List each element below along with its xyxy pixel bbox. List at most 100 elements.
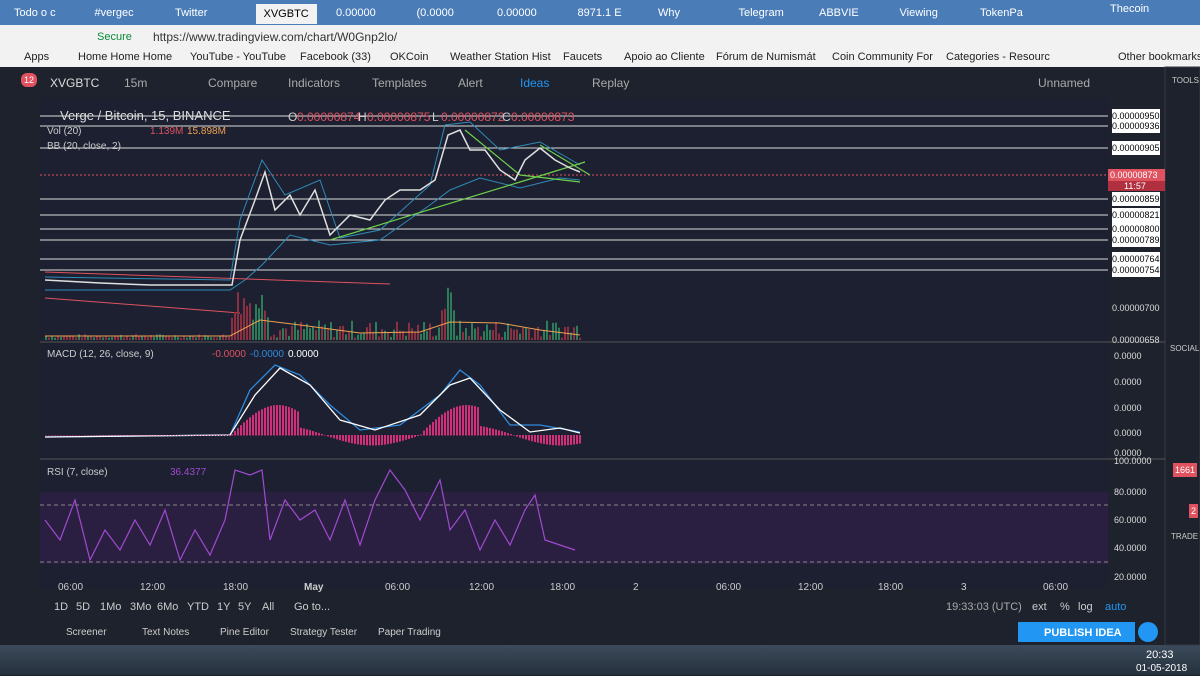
toolbar-button[interactable]: Alert (458, 76, 483, 90)
browser-tab[interactable]: Twitter (175, 7, 208, 19)
toolbar-button[interactable]: Indicators (288, 76, 341, 90)
volume-bar (96, 336, 98, 340)
browser-tab[interactable]: 0.00000 (497, 7, 537, 19)
volume-bar (321, 326, 323, 340)
volume-bar (306, 323, 308, 340)
toolbar-button[interactable]: Ideas (520, 76, 550, 90)
volume-bar (486, 324, 488, 340)
bottom-tab[interactable]: Screener (66, 627, 107, 638)
macd-histogram (294, 409, 296, 436)
toolbar-button[interactable]: Compare (208, 76, 258, 90)
toolbar-button[interactable]: Templates (372, 76, 427, 90)
volume-bar (291, 326, 293, 340)
publish-label[interactable]: PUBLISH IDEA (1044, 627, 1122, 639)
bookmark[interactable]: Apoio ao Cliente (624, 51, 705, 63)
bottom-tab[interactable]: Text Notes (142, 627, 190, 638)
range-button[interactable]: YTD (187, 601, 209, 613)
scale-option[interactable]: auto (1105, 601, 1127, 613)
volume-bar (210, 337, 212, 340)
bookmark[interactable]: Home Home Home (78, 51, 173, 63)
macd-histogram (162, 435, 164, 436)
ohlc-label: C (502, 110, 511, 124)
task-date: 01-05-2018 (1136, 663, 1188, 674)
bookmark[interactable]: OKCoin (390, 51, 429, 63)
volume-bar (330, 322, 332, 340)
range-button[interactable]: 1Mo (100, 601, 122, 613)
time-label: 12:00 (798, 582, 824, 593)
macd-histogram (555, 435, 557, 446)
bookmark[interactable]: Fórum de Numismát (716, 51, 816, 63)
range-button[interactable]: 6Mo (157, 601, 179, 613)
range-button[interactable]: All (262, 601, 275, 613)
scale-option[interactable]: ext (1032, 601, 1047, 613)
macd-histogram (207, 435, 209, 436)
sidebar-heading: SOCIAL (1170, 344, 1200, 353)
browser-tab[interactable]: XVGBTC (255, 4, 317, 24)
volume-bar (423, 322, 425, 340)
sidebar-badge: 2 (1189, 504, 1199, 518)
interval[interactable]: 15m (124, 76, 148, 90)
price-label: 0.00000658 (1112, 335, 1160, 345)
volume-bar (552, 322, 554, 340)
range-button[interactable]: 1D (54, 601, 69, 613)
bottom-tab[interactable]: Paper Trading (378, 627, 441, 638)
volume-bar (579, 337, 581, 340)
macd-histogram (270, 405, 272, 436)
browser-tab[interactable]: Viewing (899, 7, 938, 19)
volume-bar (114, 336, 116, 340)
macd-histogram (579, 435, 581, 444)
bookmark[interactable]: YouTube - YouTube (190, 51, 287, 63)
range-button[interactable]: 5Y (238, 601, 252, 613)
bookmark[interactable]: Faucets (563, 51, 603, 63)
macd-histogram (426, 427, 428, 436)
browser-tab[interactable]: ABBVIE (819, 7, 859, 19)
volume-bar (441, 310, 443, 340)
browser-tab[interactable]: TokenPa (980, 7, 1023, 19)
layout-name[interactable]: Unnamed (1038, 76, 1091, 90)
bookmark[interactable]: Other bookmarks (1118, 51, 1200, 63)
bookmark[interactable]: Apps (24, 51, 50, 63)
browser-tab[interactable]: 0.00000 (336, 7, 376, 19)
bottom-tab[interactable]: Pine Editor (220, 627, 269, 638)
macd-histogram (57, 435, 59, 436)
volume-bar (369, 323, 371, 340)
scale-option[interactable]: % (1060, 601, 1070, 613)
macd-histogram (180, 435, 182, 436)
macd-histogram (462, 405, 464, 436)
browser-tab[interactable]: Telegram (738, 7, 784, 19)
time-label: 18:00 (223, 582, 249, 593)
macd-histogram (282, 405, 284, 436)
browser-tab[interactable]: Todo o c (14, 7, 56, 19)
macd-histogram (243, 422, 245, 436)
indicator-name: BB (20, close, 2) (47, 141, 121, 152)
volume-bar (480, 336, 482, 340)
volume-bar (378, 336, 380, 340)
toolbar-button[interactable]: Replay (592, 76, 630, 90)
macd-histogram (357, 435, 359, 445)
symbol[interactable]: XVGBTC (50, 76, 100, 90)
volume-bar (381, 329, 383, 340)
bookmark[interactable]: Categories - Resourc (946, 51, 1050, 63)
trend-line (329, 161, 586, 241)
browser-tab[interactable]: Why (658, 7, 680, 19)
volume-bar (495, 322, 497, 340)
volume-bar (345, 334, 347, 340)
task-time: 20:33 (1146, 649, 1174, 661)
scale-option[interactable]: log (1078, 601, 1093, 613)
macd-histogram (117, 435, 119, 436)
bottom-tab[interactable]: Strategy Tester (290, 627, 358, 638)
range-button[interactable]: 3Mo (130, 601, 152, 613)
browser-tab[interactable]: #vergec (94, 7, 134, 19)
browser-tab[interactable]: (0.0000 (416, 7, 454, 19)
volume-bar (399, 330, 401, 340)
bookmark[interactable]: Facebook (33) (300, 51, 371, 63)
bookmark[interactable]: Coin Community For (832, 51, 933, 63)
browser-tab[interactable]: 8971.1 E (577, 7, 622, 19)
goto-button[interactable]: Go to... (294, 601, 331, 613)
range-button[interactable]: 1Y (217, 601, 231, 613)
range-button[interactable]: 5D (76, 601, 91, 613)
macd-histogram (459, 405, 461, 436)
bookmark[interactable]: Weather Station Hist (450, 51, 551, 63)
last-price: 0.00000873 (1110, 170, 1158, 180)
url[interactable]: https://www.tradingview.com/chart/W0Gnp2… (153, 30, 398, 44)
